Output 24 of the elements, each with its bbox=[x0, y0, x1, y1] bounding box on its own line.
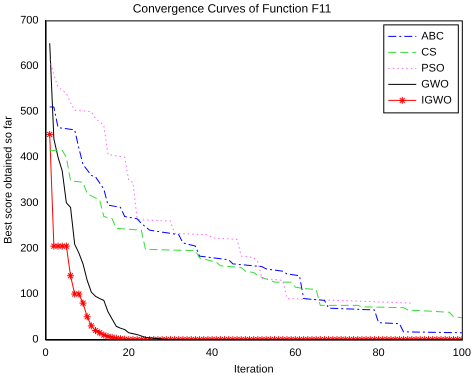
x-tick-label: 40 bbox=[206, 347, 218, 360]
legend-label: CS bbox=[421, 46, 437, 58]
x-axis-title: Iteration bbox=[234, 363, 274, 376]
legend-label: PSO bbox=[421, 62, 445, 74]
y-axis-title: Best score obtained so far bbox=[2, 116, 15, 244]
x-tick-label: 60 bbox=[289, 347, 302, 360]
y-tick-label: 600 bbox=[20, 60, 39, 72]
y-tick-label: 0 bbox=[32, 334, 39, 346]
legend-label: GWO bbox=[421, 78, 450, 90]
y-tick-label: 400 bbox=[20, 151, 39, 164]
x-tick-label: 20 bbox=[122, 347, 135, 360]
x-tick-label: 0 bbox=[42, 347, 49, 360]
y-tick-label: 700 bbox=[20, 14, 39, 26]
legend-label: ABC bbox=[421, 30, 444, 42]
line-series bbox=[49, 150, 462, 318]
y-tick-label: 500 bbox=[20, 106, 39, 118]
y-tick-label: 200 bbox=[20, 242, 39, 254]
line-series bbox=[49, 58, 412, 304]
y-tick-label: 300 bbox=[20, 196, 39, 209]
x-tick-label: 100 bbox=[452, 347, 472, 360]
legend-label: IGWO bbox=[421, 94, 452, 106]
x-tick-label: 80 bbox=[372, 347, 385, 360]
y-tick-label: 100 bbox=[20, 288, 39, 300]
chart-title: Convergence Curves of Function F11 bbox=[132, 2, 332, 16]
